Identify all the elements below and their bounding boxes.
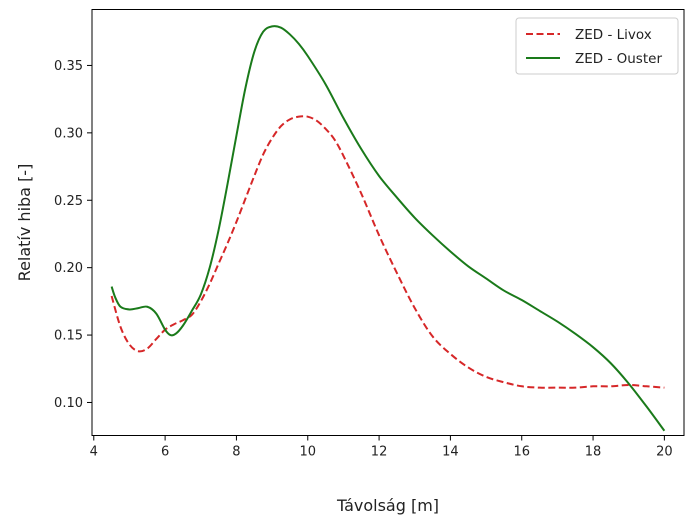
y-tick-label: 0.25 bbox=[54, 194, 83, 209]
x-axis-label: Távolság [m] bbox=[336, 496, 439, 515]
series-line-zed-ouster bbox=[110, 25, 666, 432]
legend-entry-zed-livox: ZED - Livox bbox=[575, 27, 652, 43]
x-tick-label: 14 bbox=[442, 445, 459, 460]
legend-entry-zed-ouster: ZED - Ouster bbox=[575, 51, 662, 67]
series-line-zed-livox bbox=[110, 115, 665, 389]
x-tick-label: 16 bbox=[513, 445, 530, 460]
x-tick-label: 4 bbox=[90, 445, 98, 460]
plot-area-frame bbox=[91, 9, 685, 436]
legend-box bbox=[515, 17, 679, 75]
x-tick-label: 20 bbox=[656, 445, 673, 460]
y-axis: 0.10 0.15 0.20 0.25 0.30 0.35 bbox=[54, 59, 92, 411]
y-tick-label: 0.10 bbox=[54, 396, 83, 411]
x-tick-label: 8 bbox=[232, 445, 240, 460]
x-tick-label: 18 bbox=[585, 445, 602, 460]
legend: ZED - Livox ZED - Ouster bbox=[515, 17, 679, 75]
y-tick-label: 0.20 bbox=[54, 261, 83, 276]
y-axis-label: Relatív hiba [-] bbox=[15, 164, 34, 282]
x-tick-label: 10 bbox=[299, 445, 316, 460]
y-tick-label: 0.35 bbox=[54, 59, 83, 74]
y-tick-label: 0.15 bbox=[54, 329, 83, 344]
x-axis: 4 6 8 10 12 14 16 18 20 bbox=[90, 435, 673, 460]
x-tick-label: 6 bbox=[161, 445, 169, 460]
x-tick-label: 12 bbox=[371, 445, 388, 460]
y-tick-label: 0.30 bbox=[54, 126, 83, 141]
series-layer bbox=[110, 25, 666, 432]
